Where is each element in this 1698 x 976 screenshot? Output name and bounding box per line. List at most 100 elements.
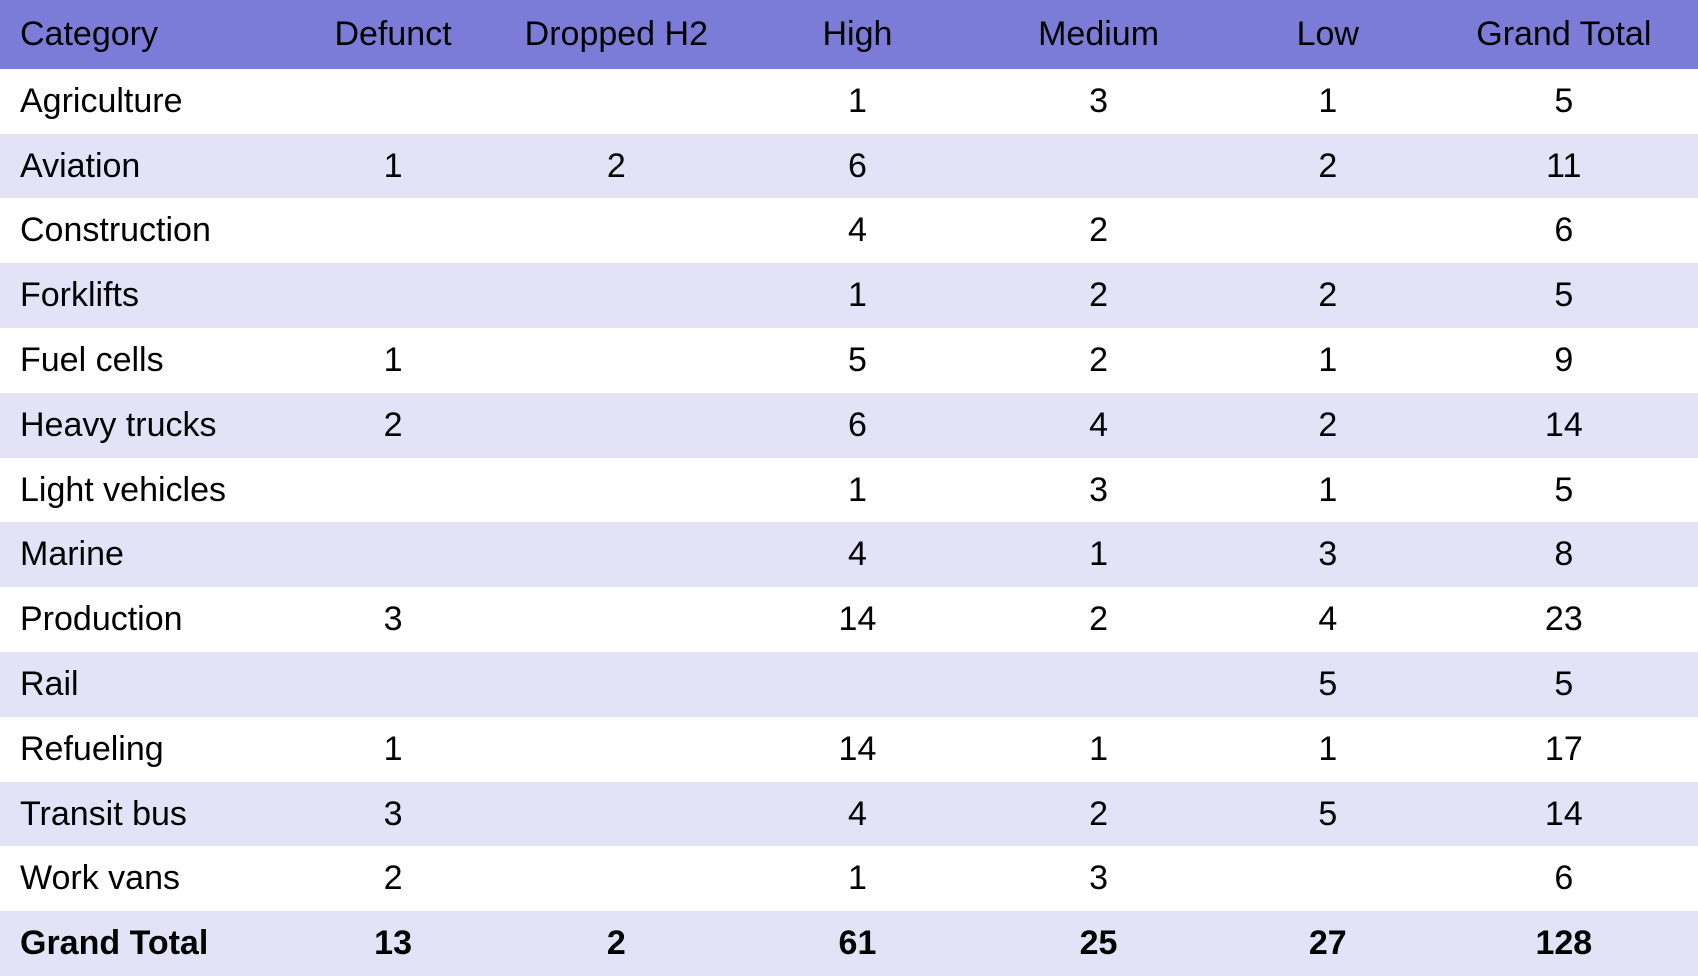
cell-value: 14 [744,587,972,652]
total-value: 2 [489,911,744,976]
cell-value: 5 [1226,782,1430,847]
table-header-row: Category Defunct Dropped H2 High Medium … [0,0,1698,69]
cell-value: 6 [1430,846,1698,911]
cell-value: 2 [971,198,1226,263]
table-row: Heavy trucks 2 6 4 2 14 [0,393,1698,458]
cell-value: 3 [971,846,1226,911]
cell-value: 1 [971,717,1226,782]
total-value: 128 [1430,911,1698,976]
cell-category: Aviation [0,134,297,199]
cell-value: 1 [1226,717,1430,782]
cell-value: 4 [744,522,972,587]
cell-value: 23 [1430,587,1698,652]
cell-value: 1 [297,328,489,393]
cell-value: 1 [744,846,972,911]
table-row: Production 3 14 2 4 23 [0,587,1698,652]
cell-value [297,652,489,717]
cell-value: 3 [971,69,1226,134]
cell-value: 2 [489,134,744,199]
col-header-category: Category [0,0,297,69]
table-row: Agriculture 1 3 1 5 [0,69,1698,134]
cell-value [489,198,744,263]
cell-value: 5 [1226,652,1430,717]
table-total-row: Grand Total 13 2 61 25 27 128 [0,911,1698,976]
cell-value: 11 [1430,134,1698,199]
col-header-low: Low [1226,0,1430,69]
cell-category: Light vehicles [0,458,297,523]
cell-value [297,263,489,328]
cell-value [489,263,744,328]
table-row: Rail 5 5 [0,652,1698,717]
cell-category: Agriculture [0,69,297,134]
cell-value [489,652,744,717]
cell-value: 5 [1430,69,1698,134]
cell-category: Construction [0,198,297,263]
category-summary-table: Category Defunct Dropped H2 High Medium … [0,0,1698,976]
table-row: Work vans 2 1 3 6 [0,846,1698,911]
cell-value: 1 [297,134,489,199]
cell-value [297,522,489,587]
cell-value: 1 [971,522,1226,587]
cell-value: 3 [297,782,489,847]
cell-value [971,134,1226,199]
cell-value: 5 [1430,652,1698,717]
table-row: Fuel cells 1 5 2 1 9 [0,328,1698,393]
table-row: Marine 4 1 3 8 [0,522,1698,587]
cell-value: 2 [971,587,1226,652]
table-row: Light vehicles 1 3 1 5 [0,458,1698,523]
cell-value: 5 [1430,458,1698,523]
cell-value: 1 [1226,458,1430,523]
cell-value [489,717,744,782]
cell-value: 2 [297,393,489,458]
col-header-defunct: Defunct [297,0,489,69]
cell-value: 1 [744,458,972,523]
cell-value [1226,846,1430,911]
cell-value: 9 [1430,328,1698,393]
cell-value: 5 [1430,263,1698,328]
cell-value: 1 [297,717,489,782]
cell-value: 3 [297,587,489,652]
table-row: Aviation 1 2 6 2 11 [0,134,1698,199]
cell-value: 3 [1226,522,1430,587]
cell-value [297,458,489,523]
cell-value: 4 [744,198,972,263]
cell-value: 6 [744,134,972,199]
cell-value: 4 [971,393,1226,458]
cell-category: Refueling [0,717,297,782]
cell-value [489,782,744,847]
cell-value: 2 [971,328,1226,393]
cell-category: Forklifts [0,263,297,328]
cell-value: 2 [1226,134,1430,199]
total-value: 61 [744,911,972,976]
cell-value: 2 [971,782,1226,847]
cell-value: 2 [1226,263,1430,328]
col-header-high: High [744,0,972,69]
total-value: 13 [297,911,489,976]
table-row: Forklifts 1 2 2 5 [0,263,1698,328]
cell-value: 4 [744,782,972,847]
table-body: Agriculture 1 3 1 5 Aviation 1 2 6 2 11 … [0,69,1698,976]
cell-value [297,198,489,263]
cell-category: Transit bus [0,782,297,847]
cell-value [489,846,744,911]
cell-value: 2 [971,263,1226,328]
total-value: 25 [971,911,1226,976]
cell-value: 14 [1430,393,1698,458]
cell-value: 6 [744,393,972,458]
table-row: Transit bus 3 4 2 5 14 [0,782,1698,847]
cell-value: 1 [744,263,972,328]
cell-value [1226,198,1430,263]
cell-value: 1 [1226,328,1430,393]
cell-value [489,522,744,587]
cell-category: Heavy trucks [0,393,297,458]
cell-value: 6 [1430,198,1698,263]
table-row: Construction 4 2 6 [0,198,1698,263]
cell-value [489,458,744,523]
cell-value: 14 [1430,782,1698,847]
col-header-dropped-h2: Dropped H2 [489,0,744,69]
cell-value: 1 [1226,69,1430,134]
table-row: Refueling 1 14 1 1 17 [0,717,1698,782]
total-value: 27 [1226,911,1430,976]
category-summary-table-wrapper: Category Defunct Dropped H2 High Medium … [0,0,1698,976]
cell-category: Marine [0,522,297,587]
